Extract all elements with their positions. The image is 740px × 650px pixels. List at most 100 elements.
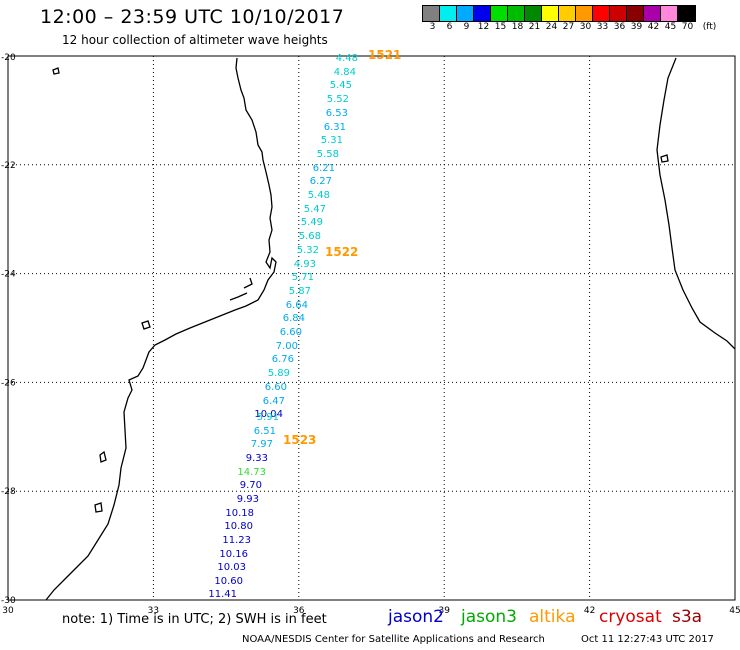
wave-height-value: 5.91 xyxy=(256,412,279,423)
wave-height-value: 6.76 xyxy=(271,354,294,366)
color-scale-unit: (ft) xyxy=(702,22,717,32)
wave-height-value: 6.51 xyxy=(253,425,276,437)
wave-height-value: 9.70 xyxy=(239,480,262,492)
color-scale-label: 9 xyxy=(463,22,470,32)
color-scale-label: 15 xyxy=(494,22,507,32)
color-scale-swatch xyxy=(440,6,457,21)
color-scale-label: 36 xyxy=(613,22,626,32)
color-scale-swatch xyxy=(491,6,508,21)
page-title: 12:00 – 23:59 UTC 10/10/2017 xyxy=(40,6,345,28)
wave-height-value: 5.68 xyxy=(298,231,321,243)
wave-height-value: 6.60 xyxy=(264,381,287,393)
lat-tick-label: -22 xyxy=(1,161,16,171)
color-scale-swatch xyxy=(661,6,678,21)
satellite-jason2: jason2 xyxy=(388,607,444,627)
color-scale-swatch xyxy=(644,6,661,21)
wave-height-value: 5.47 xyxy=(303,203,326,215)
wave-height-value: 6.21 xyxy=(312,162,335,174)
footnote: note: 1) Time is in UTC; 2) SWH is in fe… xyxy=(62,612,327,627)
axis-ticks: 30 33 36 39 42 45 -20 -22 -24 -26 -28 -30 xyxy=(1,53,740,616)
lon-tick-label: 33 xyxy=(148,606,159,616)
color-scale-swatch xyxy=(576,6,593,21)
satellite-s3a: s3a xyxy=(672,607,703,627)
wave-height-value: 6.60 xyxy=(279,327,302,338)
wave-height-value: 5.52 xyxy=(326,94,349,106)
wave-height-value: 11.41 xyxy=(208,589,237,601)
color-scale-label: 33 xyxy=(596,22,609,32)
map-frame-border xyxy=(7,55,736,601)
wave-height-value: 10.16 xyxy=(219,548,248,560)
wave-height-value: 4.48 xyxy=(335,53,358,64)
color-scale-swatch xyxy=(559,6,576,21)
color-scale-label: 3 xyxy=(429,22,436,32)
wave-height-value: 10.18 xyxy=(225,507,254,519)
color-scale-label: 42 xyxy=(647,22,660,32)
color-scale-swatch xyxy=(627,6,644,21)
wave-height-value: 6.27 xyxy=(309,176,332,188)
wave-height-value: 10.60 xyxy=(214,575,243,587)
color-scale-swatch xyxy=(423,6,440,21)
coast-inlet xyxy=(229,292,248,301)
color-scale-label: 18 xyxy=(511,22,524,32)
wave-height-value: 5.89 xyxy=(267,368,290,380)
pass-number-1522: 1522 xyxy=(325,245,359,259)
satellite-cryosat: cryosat xyxy=(599,607,662,627)
color-scale-swatch xyxy=(593,6,610,21)
lake-outline xyxy=(99,450,107,463)
color-scale-label: 12 xyxy=(477,22,490,32)
lon-tick-label: 42 xyxy=(584,606,595,616)
coastline xyxy=(45,57,736,601)
wave-height-value: 11.23 xyxy=(222,534,251,546)
wave-height-value: 6.64 xyxy=(285,299,308,311)
island-outline xyxy=(141,320,151,330)
lon-tick-label: 39 xyxy=(438,606,450,616)
color-scale-swatch xyxy=(610,6,627,21)
color-scale-label: 70 xyxy=(681,22,694,32)
color-scale-label: 21 xyxy=(528,22,541,32)
color-scale-bar xyxy=(422,5,696,22)
wave-height-value: 5.32 xyxy=(296,244,319,256)
satellite-jason3: jason3 xyxy=(461,607,517,627)
wave-height-value: 7.97 xyxy=(250,439,273,451)
wave-height-value: 6.31 xyxy=(323,121,346,133)
wave-height-value: 7.00 xyxy=(275,340,298,352)
color-scale-swatch xyxy=(678,6,695,21)
lat-tick-label: -28 xyxy=(1,487,16,497)
color-scale-swatch xyxy=(474,6,491,21)
wave-height-value: 4.93 xyxy=(293,258,316,270)
lat-tick-label: -26 xyxy=(1,378,16,388)
lon-tick-label: 36 xyxy=(293,606,305,616)
wave-height-value: 9.93 xyxy=(236,493,259,505)
color-scale-label: 45 xyxy=(664,22,677,32)
lon-tick-label: 45 xyxy=(729,606,740,616)
satellite-altika: altika xyxy=(529,607,576,627)
credit-line: NOAA/NESDIS Center for Satellite Applica… xyxy=(242,634,545,645)
page-subtitle: 12 hour collection of altimeter wave hei… xyxy=(62,33,328,47)
lake-outline-2 xyxy=(94,502,103,513)
color-scale-label: 39 xyxy=(630,22,643,32)
pass-number-1523: 1523 xyxy=(283,433,317,447)
wave-height-value: 9.33 xyxy=(245,452,268,464)
island-outline-2 xyxy=(52,67,60,75)
wave-height-value: 10.80 xyxy=(224,521,253,533)
wave-height-value: 4.84 xyxy=(333,66,356,78)
color-scale-label: 6 xyxy=(446,22,453,32)
wave-height-value: 6.47 xyxy=(262,395,285,407)
wave-height-value: 6.53 xyxy=(325,107,348,119)
wave-height-value: 10.03 xyxy=(217,562,246,574)
wave-height-value: 5.71 xyxy=(291,272,314,284)
wave-height-value: 5.87 xyxy=(288,285,311,297)
mozambique-coastline xyxy=(45,57,277,601)
madagascar-islet xyxy=(660,154,669,163)
lat-tick-label: -30 xyxy=(1,596,16,606)
wave-height-value: 5.48 xyxy=(307,190,330,201)
color-scale-label: 27 xyxy=(562,22,575,32)
wave-height-value: 14.73 xyxy=(237,466,266,478)
color-scale-label: 24 xyxy=(545,22,558,32)
color-scale-swatch xyxy=(525,6,542,21)
lon-tick-label: 30 xyxy=(2,606,14,616)
generated-timestamp: Oct 11 12:27:43 UTC 2017 xyxy=(581,634,714,645)
